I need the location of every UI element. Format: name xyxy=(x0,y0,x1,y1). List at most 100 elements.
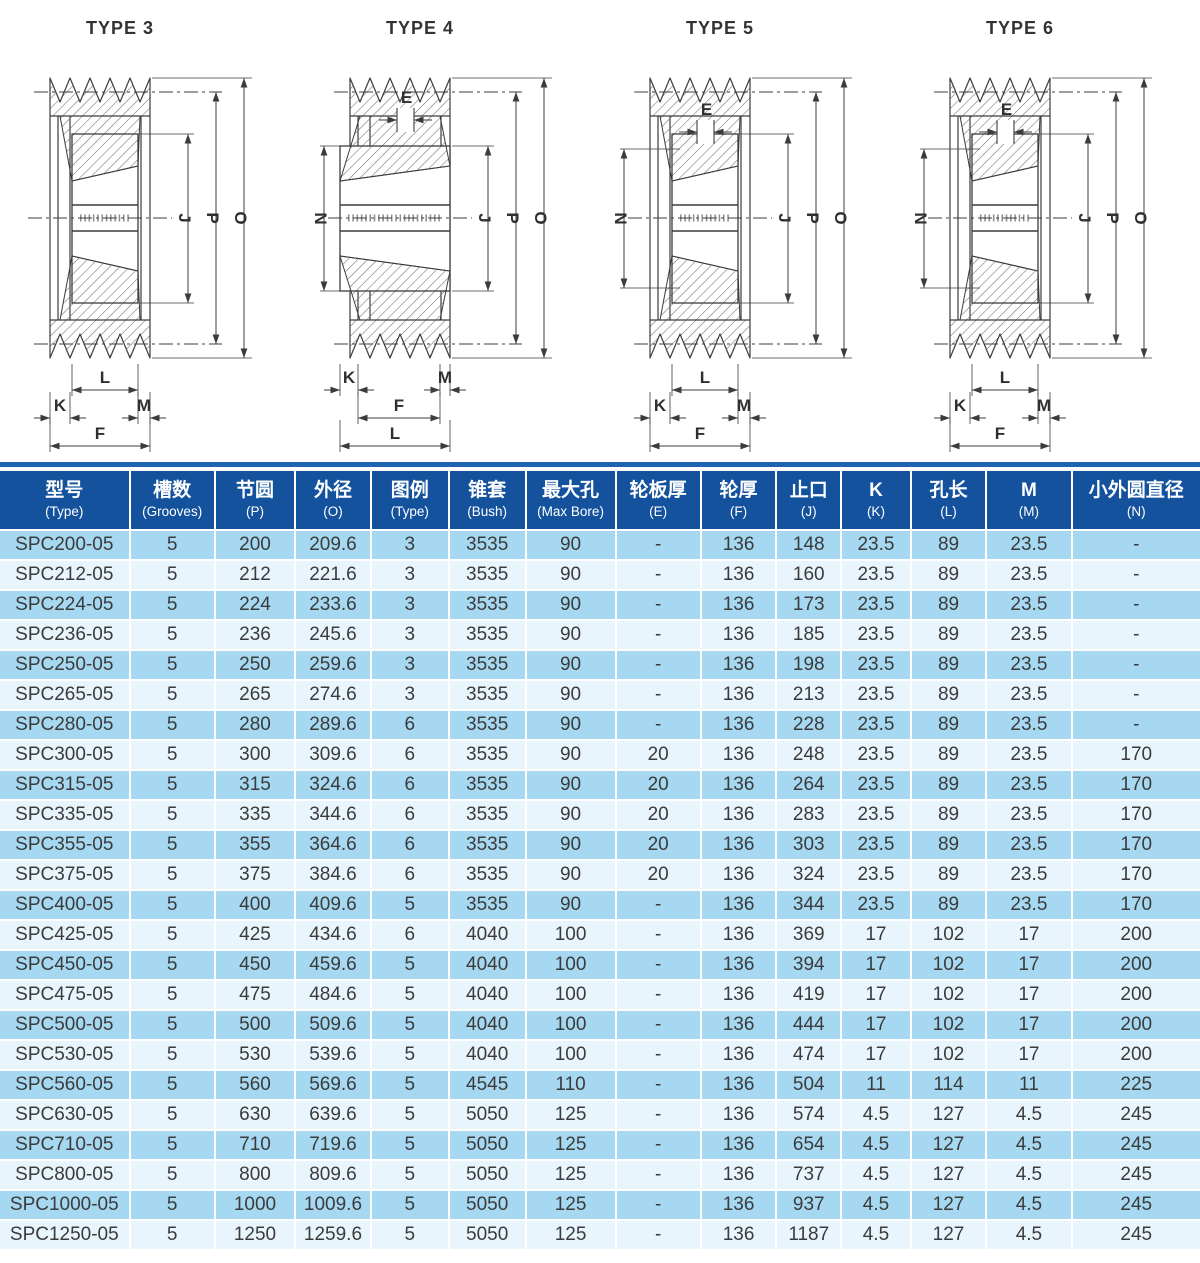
cell: 5050 xyxy=(447,1099,527,1131)
table-row: SPC500-05 5 500 509.6 5 4040 100-136 444 17 102 17… xyxy=(0,1009,1200,1041)
cell: 136 xyxy=(699,979,778,1011)
cell: 23.5 xyxy=(840,829,912,861)
column-header-en: (Bush) xyxy=(467,504,508,519)
column-header-zh: 轮厚 xyxy=(719,480,758,501)
cell: 23.5 xyxy=(840,769,912,801)
cell: 136 xyxy=(699,799,778,831)
cell: - xyxy=(614,949,702,981)
cell: 5 xyxy=(128,529,216,561)
dim-label-P: P xyxy=(1103,212,1122,223)
dim-label-O: O xyxy=(531,211,550,224)
cell: 4040 xyxy=(447,1009,527,1041)
cell: 17 xyxy=(985,979,1073,1011)
cell: 639.6 xyxy=(294,1099,372,1131)
cell: 20 xyxy=(614,859,702,891)
cell: SPC200-05 xyxy=(0,529,131,561)
cell: 90 xyxy=(524,679,617,711)
cell: 4.5 xyxy=(840,1159,912,1191)
cell: 3535 xyxy=(447,889,527,921)
cell: 136 xyxy=(699,1129,778,1161)
cell: 89 xyxy=(909,589,988,621)
cell: SPC1250-05 xyxy=(0,1219,131,1251)
cell: 5 xyxy=(128,799,216,831)
column-header-7: 轮板厚 (E) xyxy=(614,471,701,530)
cell: 89 xyxy=(909,859,988,891)
cell: 425 xyxy=(213,919,297,951)
cell: 17 xyxy=(840,1039,912,1071)
cell: 125 xyxy=(524,1129,617,1161)
cell: 504 xyxy=(775,1069,843,1101)
cell: 11 xyxy=(985,1069,1073,1101)
cell: 474 xyxy=(775,1039,843,1071)
cell: 200 xyxy=(1070,1039,1200,1071)
dim-label-K: K xyxy=(54,396,67,415)
cell: 419 xyxy=(775,979,843,1011)
cell: 5050 xyxy=(447,1189,527,1221)
cell: 90 xyxy=(524,589,617,621)
cell: - xyxy=(614,529,702,561)
cell: 5 xyxy=(128,979,216,1011)
cell: 245.6 xyxy=(294,619,372,651)
cell: 90 xyxy=(524,559,617,591)
table-row: SPC425-05 5 425 434.6 6 4040 100-136 369 17 102 17… xyxy=(0,919,1200,951)
cell: 136 xyxy=(699,1159,778,1191)
cell: 127 xyxy=(909,1099,988,1131)
cell: 4040 xyxy=(447,979,527,1011)
dim-label-M: M xyxy=(438,368,452,387)
cell: 102 xyxy=(909,1039,988,1071)
cell: 17 xyxy=(985,949,1073,981)
cell: 90 xyxy=(524,619,617,651)
cell: 89 xyxy=(909,709,988,741)
table-row: SPC710-05 5 710 719.6 5 5050 125-136 654 4.5 127 4… xyxy=(0,1129,1200,1161)
cell: SPC630-05 xyxy=(0,1099,131,1131)
cell: 90 xyxy=(524,649,617,681)
cell: 5 xyxy=(128,679,216,711)
cell: 355 xyxy=(213,829,297,861)
cell: 5 xyxy=(128,1159,216,1191)
cell: 3535 xyxy=(447,559,527,591)
cell: - xyxy=(614,649,702,681)
cell: 3535 xyxy=(447,709,527,741)
dim-label-O: O xyxy=(831,211,850,224)
cell: 136 xyxy=(699,1069,778,1101)
cell: 5 xyxy=(369,979,450,1011)
cell: 23.5 xyxy=(840,529,912,561)
cell: SPC355-05 xyxy=(0,829,131,861)
cell: 5050 xyxy=(447,1159,527,1191)
cell: 3535 xyxy=(447,739,527,771)
cell: 100 xyxy=(524,1039,617,1071)
cell: 23.5 xyxy=(985,529,1073,561)
cell: 89 xyxy=(909,889,988,921)
cell: 1187 xyxy=(775,1219,843,1251)
technical-drawing-type-5: TYPE 5 J P O L K M F E N xyxy=(611,18,852,452)
column-header-13: 小外圆直径 (N) xyxy=(1070,471,1200,530)
cell: 212 xyxy=(213,559,297,591)
column-header-2: 节圆 (P) xyxy=(213,471,296,530)
dim-label-N: N xyxy=(611,212,630,224)
cell: 136 xyxy=(699,529,778,561)
cell: 937 xyxy=(775,1189,843,1221)
cell: 710 xyxy=(213,1129,297,1161)
cell: SPC236-05 xyxy=(0,619,131,651)
cell: SPC710-05 xyxy=(0,1129,131,1161)
column-header-8: 轮厚 (F) xyxy=(699,471,777,530)
cell: 5 xyxy=(128,1039,216,1071)
cell: 90 xyxy=(524,769,617,801)
dim-label-P: P xyxy=(803,212,822,223)
cell: 125 xyxy=(524,1099,617,1131)
cell: 475 xyxy=(213,979,297,1011)
cell: 23.5 xyxy=(985,859,1073,891)
dim-label-N: N xyxy=(911,212,930,224)
figure-title: TYPE 3 xyxy=(86,18,154,38)
dim-label-K: K xyxy=(954,396,967,415)
table-row: SPC800-05 5 800 809.6 5 5050 125-136 737 4.5 127 4… xyxy=(0,1159,1200,1191)
dim-label-M: M xyxy=(737,396,751,415)
cell: 3535 xyxy=(447,769,527,801)
cell: 170 xyxy=(1070,829,1200,861)
cell: 4.5 xyxy=(840,1099,912,1131)
column-header-en: (L) xyxy=(940,504,957,519)
cell: SPC212-05 xyxy=(0,559,131,591)
cell: 125 xyxy=(524,1219,617,1251)
table-row: SPC1000-05 5 1000 1009.6 5 5050 125-136 937 4.5 1… xyxy=(0,1189,1200,1221)
column-header-4: 图例 (Type) xyxy=(369,471,449,530)
